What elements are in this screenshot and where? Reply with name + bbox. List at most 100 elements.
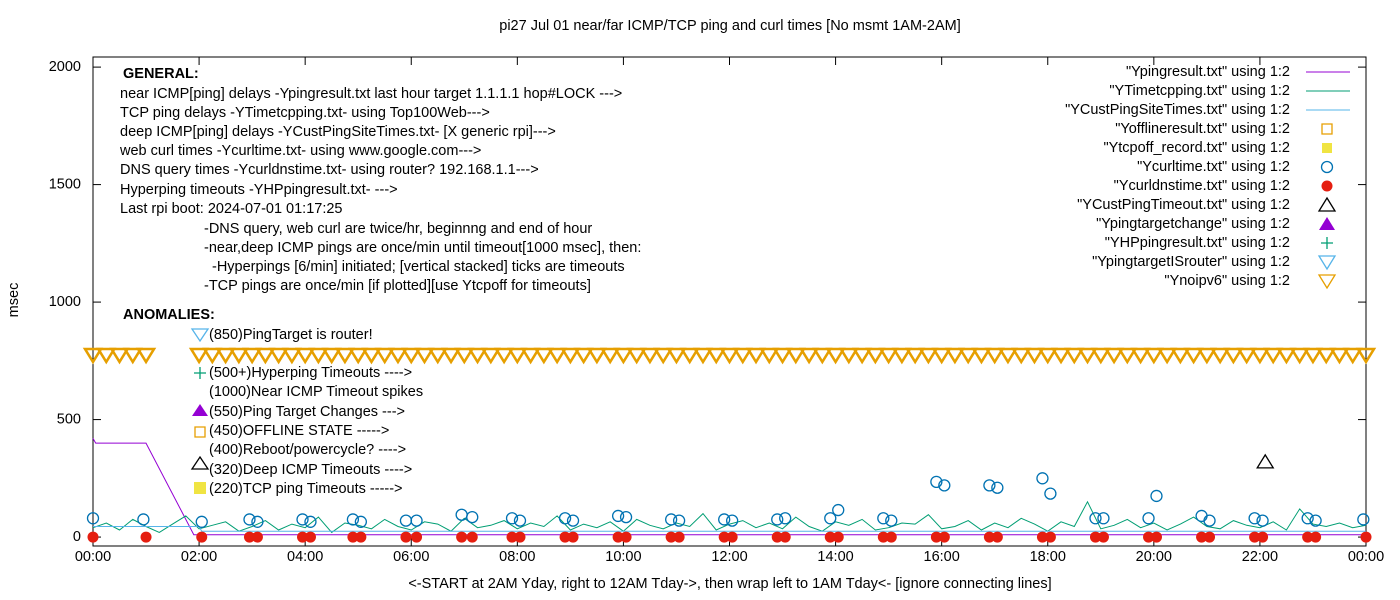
point	[374, 347, 395, 365]
point	[255, 347, 276, 365]
series-line	[92, 438, 1366, 536]
point	[718, 513, 731, 526]
annotation: DNS query times -Ycurldnstime.txt- using…	[120, 162, 539, 178]
point	[824, 512, 837, 525]
point	[347, 347, 369, 365]
annotation: (220)TCP ping Timeouts ----->	[209, 481, 403, 497]
point	[798, 347, 820, 365]
point	[1089, 531, 1101, 543]
point	[334, 347, 356, 365]
point	[411, 531, 423, 543]
point	[1289, 347, 1310, 365]
legend-swatch	[1317, 255, 1337, 271]
annotation: (320)Deep ICMP Timeouts ---->	[209, 462, 412, 478]
point	[1249, 347, 1271, 365]
point	[558, 512, 572, 525]
point	[1156, 347, 1178, 365]
point	[1036, 531, 1048, 543]
point	[1357, 513, 1370, 526]
legend-label: "Ytcpoff_record.txt" using 1:2	[1103, 140, 1290, 156]
point	[612, 531, 624, 543]
point	[243, 513, 256, 526]
y-axis-label: msec	[6, 283, 22, 318]
annotation: (850)PingTarget is router!	[209, 327, 373, 343]
point	[514, 531, 526, 543]
point	[771, 513, 784, 526]
point	[308, 347, 329, 365]
point	[96, 347, 117, 365]
legend-label: "Ynoipv6" using 1:2	[1164, 273, 1290, 289]
point	[467, 347, 488, 365]
point	[692, 347, 714, 365]
point	[673, 531, 685, 543]
x-tick-label: 06:00	[393, 549, 429, 565]
point	[983, 479, 996, 492]
point	[991, 531, 1003, 543]
point	[1044, 487, 1057, 500]
point	[1050, 347, 1072, 365]
point	[281, 347, 303, 365]
point	[414, 347, 435, 365]
point	[620, 531, 632, 543]
legend-label: "YCustPingSiteTimes.txt" using 1:2	[1065, 102, 1290, 118]
point	[297, 531, 309, 543]
point	[666, 347, 687, 365]
point	[1204, 531, 1216, 543]
point	[1036, 472, 1049, 485]
legend-label: "Ypingtargetchange" using 1:2	[1096, 216, 1290, 232]
legend-label: "Yofflineresult.txt" using 1:2	[1115, 121, 1290, 137]
symbol	[192, 404, 208, 416]
point	[944, 347, 966, 365]
point	[566, 514, 580, 527]
point	[296, 513, 309, 526]
point	[983, 531, 995, 543]
point	[355, 531, 367, 543]
x-tick-label: 00:00	[1348, 549, 1384, 565]
annotation: Hyperping timeouts -YHPpingresult.txt- -…	[120, 182, 398, 198]
point	[1117, 347, 1138, 365]
point	[251, 531, 263, 543]
point	[1089, 512, 1102, 525]
point	[241, 347, 263, 365]
point	[812, 347, 833, 365]
point	[251, 515, 264, 528]
point	[1249, 531, 1261, 543]
point	[825, 347, 846, 365]
point	[347, 531, 359, 543]
annotation: (400)Reboot/powercycle? ---->	[209, 442, 406, 458]
annotation: GENERAL:	[123, 66, 199, 82]
point	[665, 531, 677, 543]
legend-label: "YCustPingTimeout.txt" using 1:2	[1077, 197, 1290, 213]
point	[109, 347, 130, 365]
point	[466, 531, 478, 543]
point	[361, 347, 382, 365]
point	[904, 347, 926, 365]
x-axis-label: <-START at 2AM Yday, right to 12AM Tday-…	[408, 576, 1051, 592]
point	[1301, 512, 1314, 525]
point	[195, 515, 208, 528]
x-tick-label: 14:00	[817, 549, 853, 565]
point	[86, 512, 100, 525]
point	[513, 514, 527, 527]
point	[346, 513, 360, 526]
legend-swatch	[1322, 143, 1332, 153]
point	[87, 531, 99, 543]
point	[586, 347, 608, 365]
point	[1097, 531, 1109, 543]
point	[196, 531, 208, 543]
point	[1223, 347, 1244, 365]
point	[1309, 514, 1322, 527]
y-tick-label: 2000	[49, 59, 81, 75]
point	[454, 347, 475, 365]
annotation: TCP ping delays -YTimetcpping.txt- using…	[120, 105, 490, 121]
point	[1010, 347, 1032, 365]
legend-label: "Ypingresult.txt" using 1:2	[1126, 64, 1290, 80]
point	[140, 531, 152, 543]
annotation: -Hyperpings [6/min] initiated; [vertical…	[212, 259, 625, 275]
series-line	[93, 526, 1366, 532]
x-tick-label: 12:00	[711, 549, 747, 565]
point	[135, 347, 157, 365]
point	[745, 347, 767, 365]
point	[930, 475, 943, 488]
